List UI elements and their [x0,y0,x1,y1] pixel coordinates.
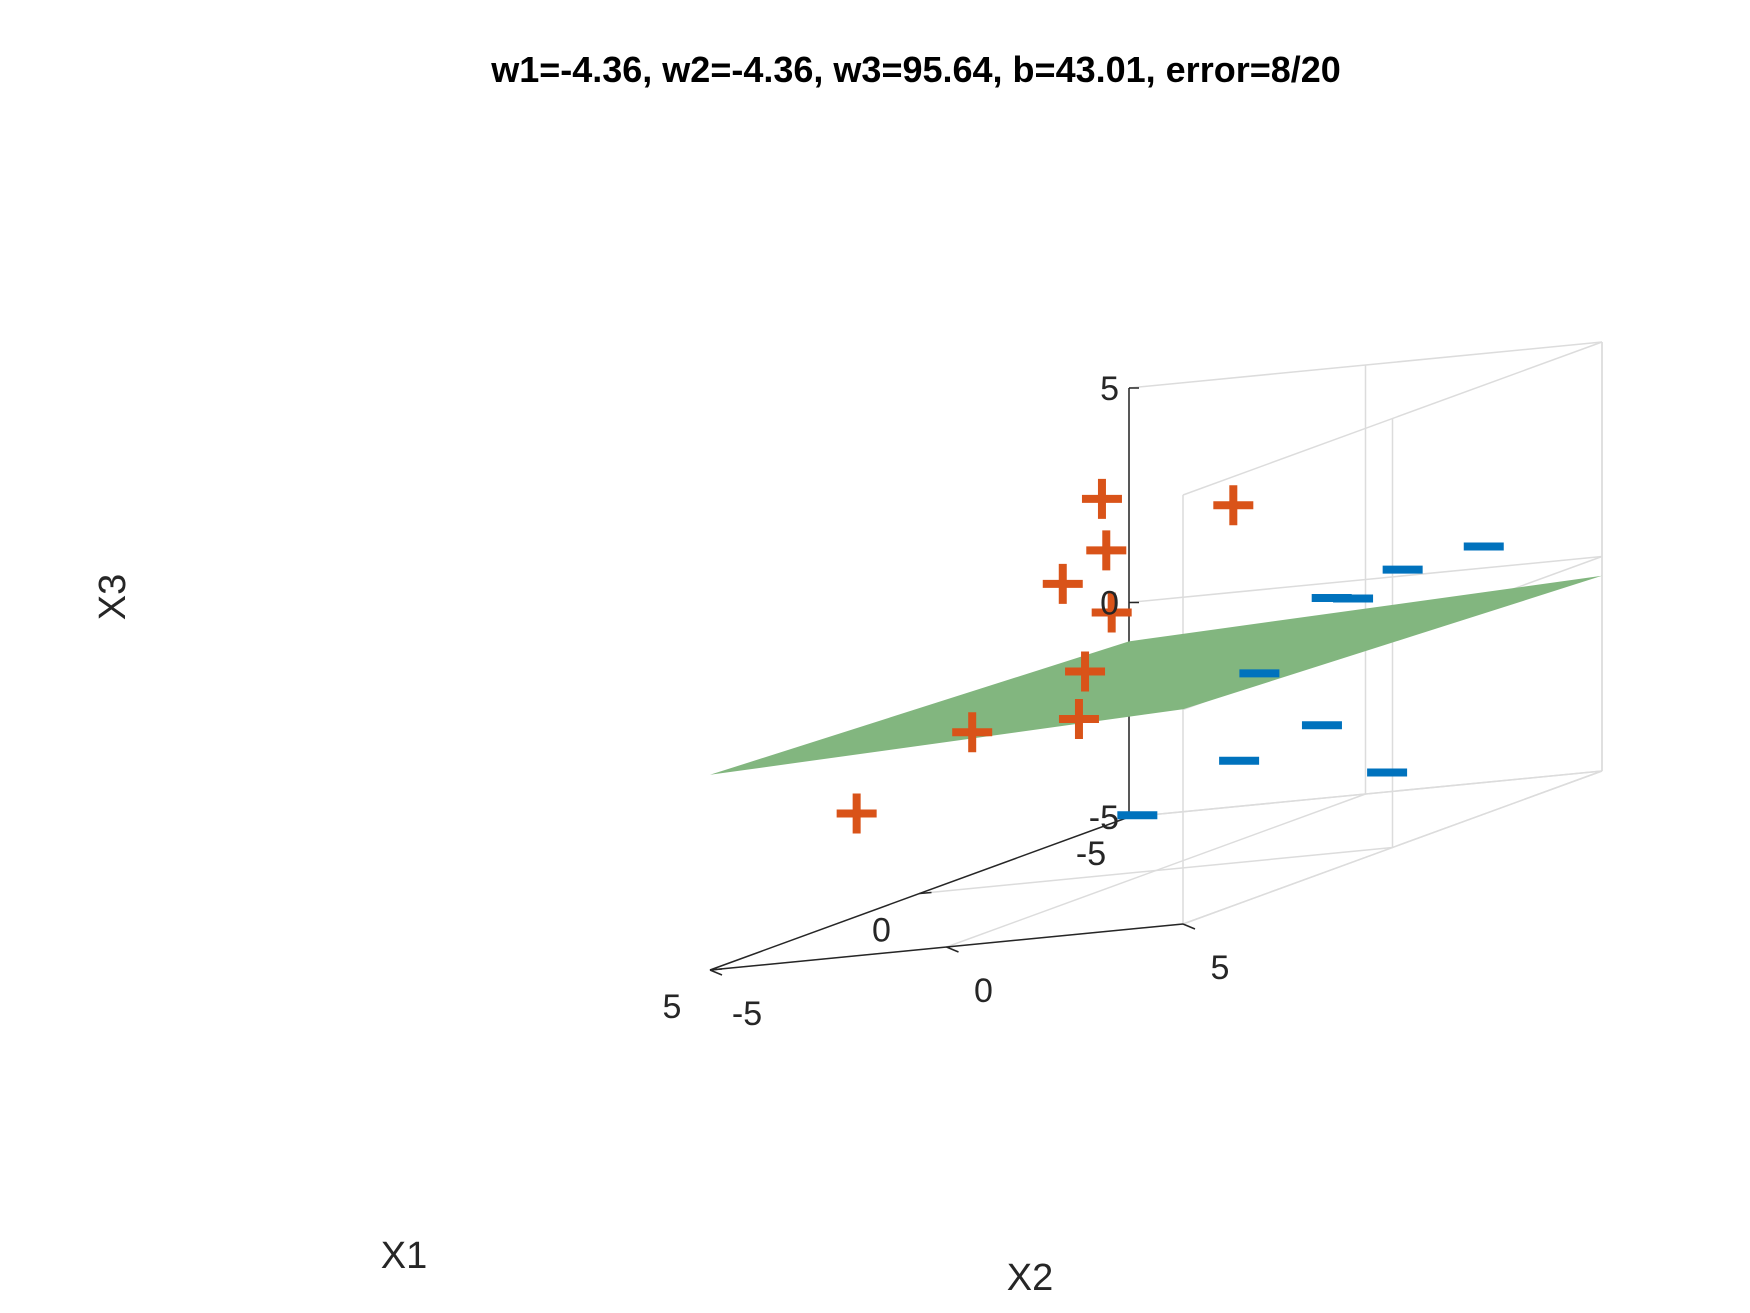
positive-point-marker [1065,651,1106,692]
x3-tick-label: -5 [1089,799,1119,837]
positive-point-marker [1213,485,1254,526]
x2-tick-mark [946,946,959,953]
x2-tick-label: 5 [1211,949,1230,987]
gridline [946,793,1366,948]
positive-point-marker [952,712,993,753]
x1-tick-mark [919,891,932,895]
data-points [836,478,1504,834]
grid-lines [709,341,1603,971]
decision-plane-layer [710,575,1602,775]
gridline [1182,341,1603,496]
positive-point-marker [1081,478,1122,519]
x1-tick-label: 5 [663,988,682,1026]
x2-tick-label: 0 [974,972,993,1010]
x2-tick-mark [709,969,723,976]
tick-labels: -5 0 5 -5 0 5 -5 0 5 [663,370,1230,1033]
x2-tick-mark [1182,923,1196,930]
positive-point-marker [1091,592,1132,633]
x1-tick-mark [709,968,723,971]
x3-axis-label: X3 [92,574,134,620]
x1-tick-label: 0 [872,912,891,950]
x1-tick-label: -5 [1076,835,1106,873]
gridline [1128,555,1603,604]
gridline [1182,770,1603,925]
positive-point-marker [1058,698,1099,739]
decision-plane [710,575,1602,775]
x2-tick-label: -5 [732,995,762,1033]
x1-axis-label: X1 [381,1235,427,1277]
positive-point-marker [1086,530,1127,571]
gridline [1128,341,1603,389]
positive-point-marker [836,793,877,834]
chart-title: w1=-4.36, w2=-4.36, w3=95.64, b=43.01, e… [490,49,1341,90]
x3-tick-label: 0 [1100,585,1119,623]
positive-point-marker [1042,563,1083,604]
x3-tick-label: 5 [1100,370,1119,408]
x2-axis-label: X2 [1007,1257,1053,1299]
